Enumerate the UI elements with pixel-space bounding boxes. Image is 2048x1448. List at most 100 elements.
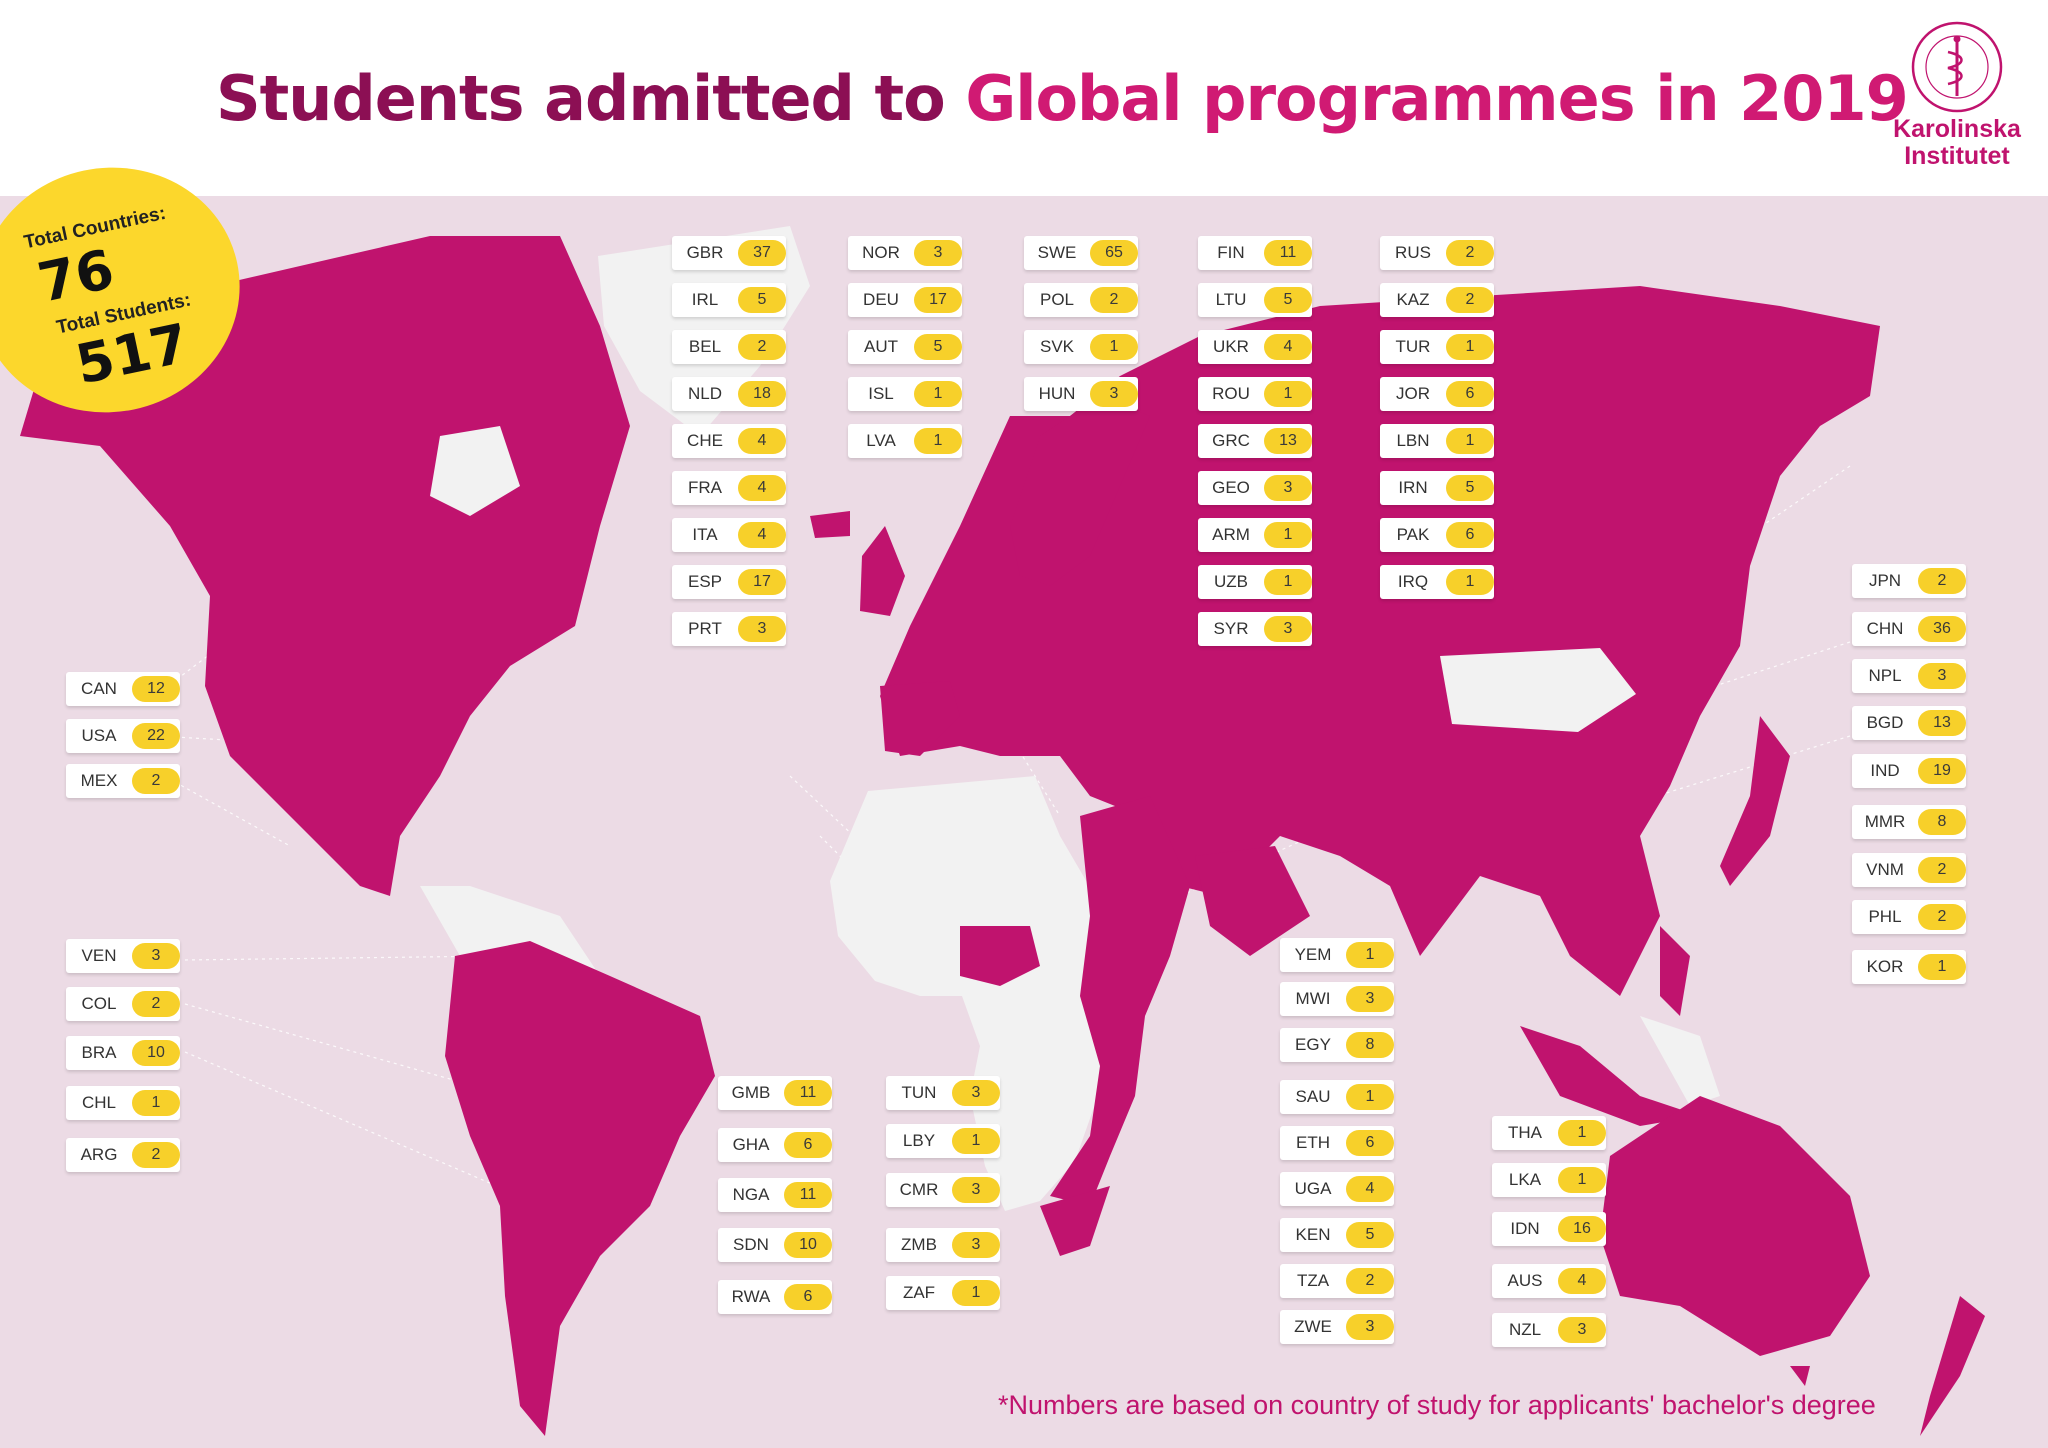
country-code: GHA bbox=[732, 1135, 770, 1154]
country-code: SAU bbox=[1295, 1087, 1331, 1106]
student-count-badge: 4 bbox=[1346, 1176, 1394, 1202]
student-count-badge: 65 bbox=[1090, 240, 1138, 266]
country-code: SVK bbox=[1039, 337, 1075, 356]
country-code: ETH bbox=[1296, 1133, 1330, 1152]
student-count-badge: 3 bbox=[1346, 986, 1394, 1012]
student-count-badge: 3 bbox=[738, 616, 786, 642]
country-label-gbr: GBR 37 bbox=[672, 236, 786, 270]
country-label-uga: UGA 4 bbox=[1280, 1172, 1394, 1206]
country-code: VEN bbox=[81, 946, 117, 965]
country-label-arm: ARM 1 bbox=[1198, 518, 1312, 552]
country-code: CHL bbox=[81, 1093, 116, 1112]
country-label-bra: BRA 10 bbox=[66, 1036, 180, 1070]
landmass-europe-asia bbox=[880, 286, 1880, 996]
student-count-badge: 5 bbox=[1446, 475, 1494, 501]
student-count-badge: 1 bbox=[1346, 1084, 1394, 1110]
country-code: JOR bbox=[1396, 384, 1430, 403]
student-count-badge: 1 bbox=[914, 428, 962, 454]
student-count-badge: 1 bbox=[1446, 428, 1494, 454]
country-label-npl: NPL 3 bbox=[1852, 659, 1966, 693]
country-label-svk: SVK 1 bbox=[1024, 330, 1138, 364]
country-label-ven: VEN 3 bbox=[66, 939, 180, 973]
country-label-phl: PHL 2 bbox=[1852, 900, 1966, 934]
student-count-badge: 2 bbox=[1446, 287, 1494, 313]
country-code: HUN bbox=[1038, 384, 1076, 403]
student-count-badge: 4 bbox=[1558, 1268, 1606, 1294]
country-label-zwe: ZWE 3 bbox=[1280, 1310, 1394, 1344]
country-label-irl: IRL 5 bbox=[672, 283, 786, 317]
country-label-nld: NLD 18 bbox=[672, 377, 786, 411]
country-label-usa: USA 22 bbox=[66, 719, 180, 753]
country-label-pol: POL 2 bbox=[1024, 283, 1138, 317]
country-code: ISL bbox=[868, 384, 894, 403]
country-code: CHE bbox=[687, 431, 723, 450]
country-label-tza: TZA 2 bbox=[1280, 1264, 1394, 1298]
country-code: TZA bbox=[1296, 1271, 1330, 1290]
landmass-mongolia-gap bbox=[1440, 648, 1636, 732]
landmass-scandinavia bbox=[1010, 396, 1150, 586]
country-label-ita: ITA 4 bbox=[672, 518, 786, 552]
student-count-badge: 2 bbox=[1090, 287, 1138, 313]
country-code: LBN bbox=[1396, 431, 1430, 450]
student-count-badge: 3 bbox=[1090, 381, 1138, 407]
country-code: SYR bbox=[1213, 619, 1249, 638]
country-code: JPN bbox=[1868, 571, 1902, 590]
student-count-badge: 2 bbox=[1918, 857, 1966, 883]
country-label-swe: SWE 65 bbox=[1024, 236, 1138, 270]
student-count-badge: 3 bbox=[1346, 1314, 1394, 1340]
country-label-idn: IDN 16 bbox=[1492, 1212, 1606, 1246]
country-label-rou: ROU 1 bbox=[1198, 377, 1312, 411]
student-count-badge: 4 bbox=[1264, 334, 1312, 360]
student-count-badge: 10 bbox=[784, 1232, 832, 1258]
landmass-north-america bbox=[20, 236, 630, 896]
student-count-badge: 11 bbox=[784, 1080, 832, 1106]
country-code: ZAF bbox=[902, 1283, 936, 1302]
landmass-tasmania bbox=[1790, 1366, 1810, 1386]
student-count-badge: 4 bbox=[738, 522, 786, 548]
student-count-badge: 5 bbox=[1264, 287, 1312, 313]
student-count-badge: 2 bbox=[132, 1142, 180, 1168]
student-count-badge: 1 bbox=[1264, 569, 1312, 595]
student-count-badge: 1 bbox=[132, 1090, 180, 1116]
country-code: KOR bbox=[1866, 957, 1904, 976]
landmass-australia bbox=[1600, 1096, 1870, 1356]
landmass-africa-south bbox=[1040, 1186, 1110, 1256]
student-count-badge: 6 bbox=[1346, 1130, 1394, 1156]
country-label-col: COL 2 bbox=[66, 987, 180, 1021]
country-code: ARM bbox=[1212, 525, 1250, 544]
landmass-iceland bbox=[810, 511, 850, 538]
student-count-badge: 6 bbox=[1446, 381, 1494, 407]
student-count-badge: 36 bbox=[1918, 616, 1966, 642]
country-label-uzb: UZB 1 bbox=[1198, 565, 1312, 599]
country-code: CHN bbox=[1866, 619, 1904, 638]
student-count-badge: 3 bbox=[1558, 1317, 1606, 1343]
country-label-can: CAN 12 bbox=[66, 672, 180, 706]
title-part-1: Students admitted to bbox=[216, 62, 966, 135]
country-label-lby: LBY 1 bbox=[886, 1124, 1000, 1158]
student-count-badge: 22 bbox=[132, 723, 180, 749]
country-code: BRA bbox=[81, 1043, 117, 1062]
country-code: PHL bbox=[1868, 907, 1902, 926]
country-label-gmb: GMB 11 bbox=[718, 1076, 832, 1110]
country-code: BEL bbox=[688, 337, 722, 356]
student-count-badge: 11 bbox=[1264, 240, 1312, 266]
country-label-lka: LKA 1 bbox=[1492, 1163, 1606, 1197]
country-label-sdn: SDN 10 bbox=[718, 1228, 832, 1262]
student-count-badge: 6 bbox=[784, 1132, 832, 1158]
country-label-eth: ETH 6 bbox=[1280, 1126, 1394, 1160]
country-code: TUN bbox=[901, 1083, 937, 1102]
student-count-badge: 2 bbox=[738, 334, 786, 360]
country-label-mwi: MWI 3 bbox=[1280, 982, 1394, 1016]
country-label-arg: ARG 2 bbox=[66, 1138, 180, 1172]
country-label-irn: IRN 5 bbox=[1380, 471, 1494, 505]
student-count-badge: 1 bbox=[952, 1280, 1000, 1306]
country-code: NOR bbox=[862, 243, 900, 262]
country-code: GBR bbox=[686, 243, 724, 262]
country-label-ken: KEN 5 bbox=[1280, 1218, 1394, 1252]
student-count-badge: 1 bbox=[952, 1128, 1000, 1154]
landmass-seasia-light bbox=[1640, 1016, 1720, 1106]
country-code: DEU bbox=[863, 290, 899, 309]
country-code: IRL bbox=[691, 290, 719, 309]
country-code: ROU bbox=[1212, 384, 1250, 403]
student-count-badge: 4 bbox=[738, 428, 786, 454]
